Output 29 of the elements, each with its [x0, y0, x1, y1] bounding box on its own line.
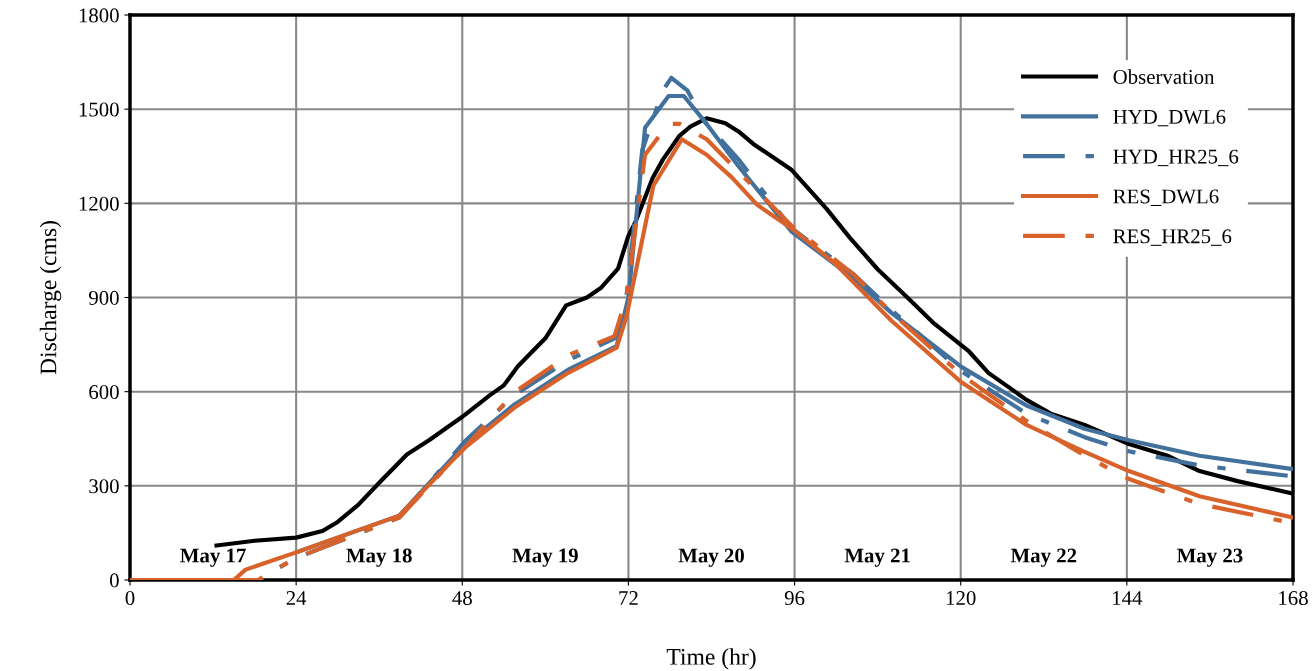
x-tick-label: 144 [1113, 591, 1143, 605]
x-tick-label: 96 [784, 591, 805, 606]
y-tick-label: 1500 [79, 102, 119, 117]
annotation: May 21 [844, 548, 910, 567]
legend-label: HYD_DWL6 [1113, 109, 1226, 127]
legend-label: Observation [1113, 69, 1215, 84]
y-tick-label: 300 [89, 479, 119, 494]
x-tick-label: 48 [452, 591, 472, 606]
x-tick-label: 24 [286, 591, 307, 605]
y-axis-title: Discharge (cms) [39, 221, 62, 375]
annotation: May 18 [346, 548, 412, 567]
x-axis-title: Time (hr) [666, 648, 756, 670]
y-tick-label: 600 [89, 385, 119, 400]
annotation: May 17 [180, 548, 246, 567]
annotation: May 20 [678, 548, 744, 567]
legend-label: RES_HR25_6 [1113, 229, 1232, 246]
x-tick-label: 72 [619, 591, 638, 605]
legend-label: RES_DWL6 [1113, 189, 1219, 206]
y-tick-label: 1200 [79, 196, 119, 211]
x-tick-label: 168 [1279, 591, 1308, 606]
y-tick-label: 0 [109, 573, 119, 588]
y-tick-label: 900 [89, 290, 119, 305]
x-tick-label: 120 [946, 591, 976, 606]
y-tick-label: 1800 [79, 8, 119, 23]
annotation: May 22 [1010, 548, 1077, 567]
annotation: May 23 [1177, 548, 1243, 567]
annotation: May 19 [512, 548, 578, 567]
legend-label: HYD_HR25_6 [1113, 149, 1239, 167]
x-tick-label: 0 [125, 591, 135, 606]
